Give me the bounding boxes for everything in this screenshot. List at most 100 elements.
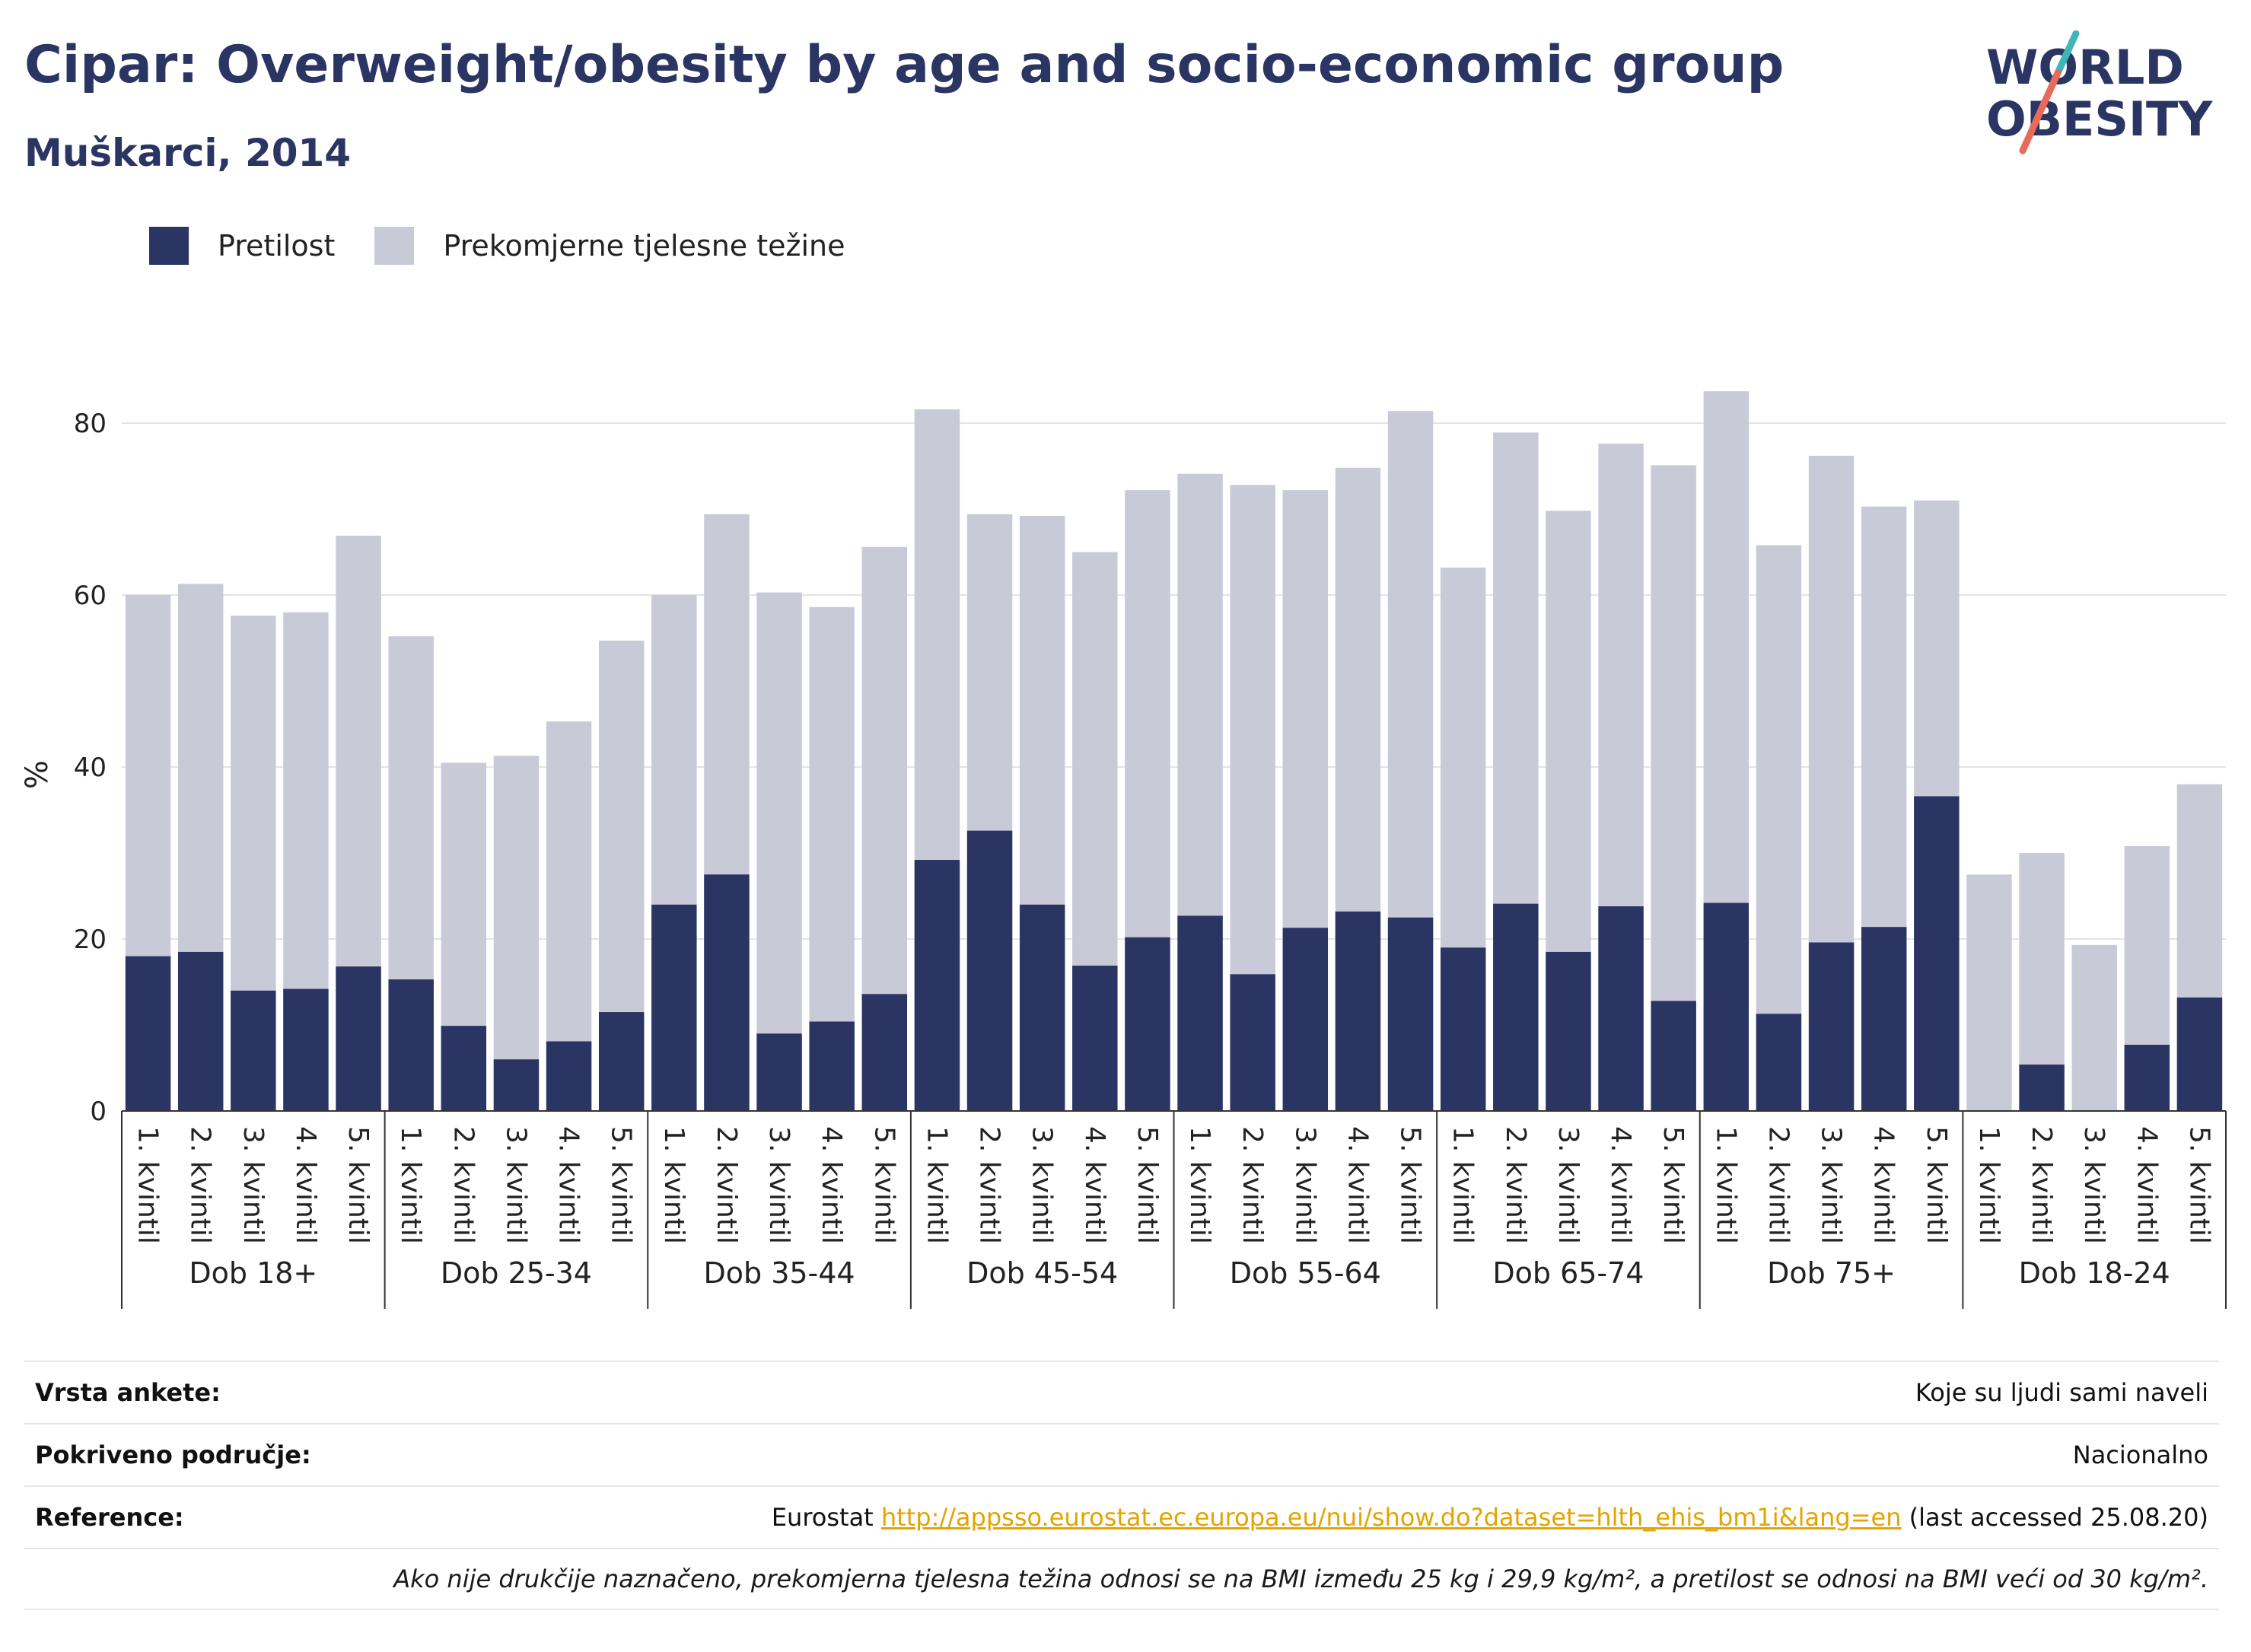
x-tick-label: 2. kvintil <box>711 1126 742 1244</box>
bar-obesity <box>283 988 329 1111</box>
logo-slash-teal <box>2054 30 2080 77</box>
group-label: Dob 75+ <box>1767 1256 1896 1290</box>
logo-slash-coral <box>2019 69 2062 154</box>
y-tick-label: 0 <box>90 1097 107 1127</box>
bar-obesity <box>546 1041 592 1111</box>
bar-overweight <box>493 756 540 1111</box>
bar-overweight <box>756 592 802 1111</box>
bar-obesity <box>1861 927 1907 1111</box>
footer-row-note: Ako nije drukčije naznačeno, prekomjerna… <box>24 1548 2219 1610</box>
reference-label: Reference: <box>35 1503 184 1532</box>
reference-link[interactable]: http://appsso.eurostat.ec.europa.eu/nui/… <box>880 1503 1902 1532</box>
bar-obesity <box>1230 974 1275 1111</box>
footer-row-coverage: Pokriveno područje: Nacionalno <box>24 1423 2219 1485</box>
x-tick-label: 1. kvintil <box>1973 1126 2004 1244</box>
x-tick-label: 2. kvintil <box>185 1126 216 1244</box>
x-tick-label: 5. kvintil <box>606 1126 637 1244</box>
definition-note: Ako nije drukčije naznačeno, prekomjerna… <box>393 1564 2208 1593</box>
reference-prefix: Eurostat <box>771 1503 881 1532</box>
bar-obesity <box>2019 1064 2065 1111</box>
x-tick-label: 1. kvintil <box>1184 1126 1215 1244</box>
x-tick-label: 2. kvintil <box>1237 1126 1268 1244</box>
survey-type-value: Koje su ljudi sami naveli <box>1915 1378 2208 1407</box>
bar-obesity <box>651 904 697 1111</box>
group-label: Dob 35-44 <box>703 1256 855 1290</box>
x-tick-label: 3. kvintil <box>2078 1126 2109 1244</box>
survey-type-label: Vrsta ankete: <box>35 1378 221 1407</box>
bar-obesity <box>1387 917 1434 1111</box>
y-axis-label: % <box>20 760 55 789</box>
x-tick-label: 3. kvintil <box>763 1126 794 1244</box>
bar-obesity <box>336 966 381 1111</box>
bar-obesity <box>2176 997 2223 1111</box>
bar-obesity <box>1546 951 1591 1111</box>
legend-swatch-obesity <box>149 227 189 265</box>
footer-row-reference: Reference: Eurostat http://appsso.eurost… <box>24 1485 2219 1548</box>
y-tick-label: 20 <box>74 925 107 955</box>
chart-subtitle: Muškarci, 2014 <box>24 131 352 175</box>
x-tick-label: 4. kvintil <box>2131 1126 2162 1244</box>
bar-obesity <box>231 990 276 1111</box>
x-tick-label: 5. kvintil <box>2183 1126 2214 1244</box>
bar-obesity <box>1177 915 1223 1111</box>
x-tick-label: 1. kvintil <box>658 1126 689 1244</box>
group-label: Dob 45-54 <box>966 1256 1118 1290</box>
bar-obesity <box>1019 904 1065 1111</box>
bar-obesity <box>1703 902 1750 1111</box>
x-tick-label: 4. kvintil <box>816 1126 847 1244</box>
chart-title: Cipar: Overweight/obesity by age and soc… <box>24 35 1785 95</box>
reference-value: Eurostat http://appsso.eurostat.ec.europ… <box>772 1503 2208 1532</box>
x-tick-label: 3. kvintil <box>1816 1126 1847 1244</box>
bar-obesity <box>388 979 434 1111</box>
x-tick-label: 2. kvintil <box>447 1126 479 1244</box>
bar-obesity <box>756 1033 802 1111</box>
bar-obesity <box>493 1059 540 1111</box>
bar-obesity <box>441 1026 487 1111</box>
x-tick-label: 5. kvintil <box>868 1126 899 1244</box>
x-tick-label: 5. kvintil <box>1921 1126 1952 1244</box>
world-obesity-logo: WORLD OBESITY <box>1986 30 2213 154</box>
x-tick-label: 5. kvintil <box>1132 1126 1163 1244</box>
x-tick-label: 5. kvintil <box>342 1126 374 1244</box>
x-tick-label: 2. kvintil <box>2026 1126 2057 1244</box>
x-tick-label: 3. kvintil <box>1027 1126 1058 1244</box>
x-tick-label: 1. kvintil <box>1710 1126 1741 1244</box>
x-tick-label: 3. kvintil <box>1552 1126 1584 1244</box>
bar-obesity <box>809 1021 855 1111</box>
bar-obesity <box>861 994 908 1111</box>
x-tick-label: 3. kvintil <box>1289 1126 1320 1244</box>
x-tick-label: 4. kvintil <box>1868 1126 1899 1244</box>
bar-obesity <box>1756 1014 1802 1111</box>
logo-line1: WORLD <box>1986 40 2184 95</box>
x-tick-label: 2. kvintil <box>974 1126 1005 1244</box>
bar-obesity <box>1914 796 1960 1111</box>
x-tick-label: 1. kvintil <box>921 1126 952 1244</box>
reference-suffix: (last accessed 25.08.20) <box>1901 1503 2208 1532</box>
y-tick-label: 40 <box>74 753 107 783</box>
x-tick-label: 2. kvintil <box>1762 1126 1794 1244</box>
legend-label-overweight: Prekomjerne tjelesne težine <box>443 229 845 263</box>
x-tick-label: 4. kvintil <box>1605 1126 1636 1244</box>
logo-line2: OBESITY <box>1986 91 2213 147</box>
footer-row-survey-type: Vrsta ankete: Koje su ljudi sami naveli <box>24 1361 2219 1423</box>
bar-overweight <box>1966 874 2012 1111</box>
x-tick-label: 4. kvintil <box>290 1126 321 1244</box>
bar-obesity <box>966 830 1013 1111</box>
group-label: Dob 55-64 <box>1230 1256 1381 1290</box>
bar-obesity <box>2124 1044 2170 1111</box>
legend-item-overweight[interactable]: Prekomjerne tjelesne težine <box>374 227 845 265</box>
bar-overweight <box>2071 944 2117 1111</box>
group-label: Dob 18-24 <box>2019 1256 2170 1290</box>
legend-swatch-overweight <box>374 227 415 265</box>
bar-obesity <box>1598 906 1644 1111</box>
x-tick-label: 1. kvintil <box>395 1126 426 1244</box>
bar-obesity <box>1440 947 1486 1111</box>
bar-obesity <box>704 874 750 1111</box>
legend-item-obesity[interactable]: Pretilost <box>149 227 335 265</box>
y-tick-label: 80 <box>74 409 107 439</box>
x-tick-label: 3. kvintil <box>500 1126 531 1244</box>
x-tick-label: 5. kvintil <box>1395 1126 1426 1244</box>
bar-obesity <box>1125 937 1170 1111</box>
x-tick-label: 3. kvintil <box>237 1126 269 1244</box>
x-tick-label: 2. kvintil <box>1500 1126 1531 1244</box>
